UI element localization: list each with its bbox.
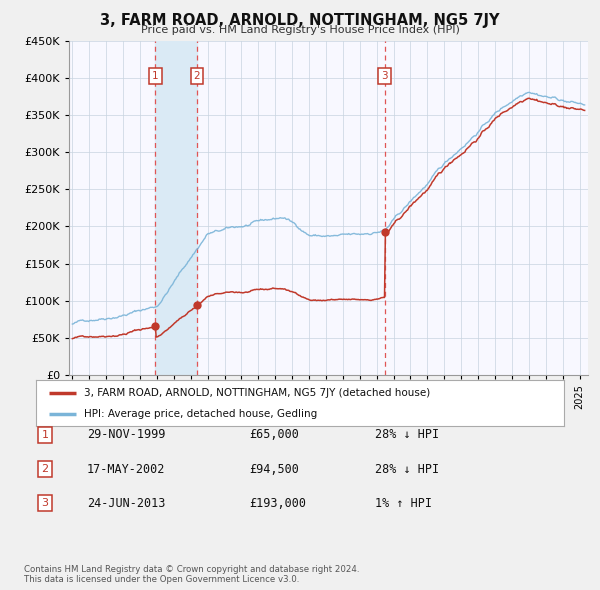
- Text: Contains HM Land Registry data © Crown copyright and database right 2024.: Contains HM Land Registry data © Crown c…: [24, 565, 359, 574]
- Text: Price paid vs. HM Land Registry's House Price Index (HPI): Price paid vs. HM Land Registry's House …: [140, 25, 460, 35]
- Text: £65,000: £65,000: [249, 428, 299, 441]
- Text: 29-NOV-1999: 29-NOV-1999: [87, 428, 166, 441]
- Text: 3, FARM ROAD, ARNOLD, NOTTINGHAM, NG5 7JY (detached house): 3, FARM ROAD, ARNOLD, NOTTINGHAM, NG5 7J…: [83, 388, 430, 398]
- Text: 1: 1: [152, 71, 158, 81]
- Text: 3, FARM ROAD, ARNOLD, NOTTINGHAM, NG5 7JY: 3, FARM ROAD, ARNOLD, NOTTINGHAM, NG5 7J…: [100, 13, 500, 28]
- Text: 17-MAY-2002: 17-MAY-2002: [87, 463, 166, 476]
- Text: 24-JUN-2013: 24-JUN-2013: [87, 497, 166, 510]
- Text: £94,500: £94,500: [249, 463, 299, 476]
- Text: £193,000: £193,000: [249, 497, 306, 510]
- Text: 3: 3: [382, 71, 388, 81]
- Text: 2: 2: [194, 71, 200, 81]
- Text: 1: 1: [41, 430, 49, 440]
- Bar: [155, 41, 197, 375]
- Text: HPI: Average price, detached house, Gedling: HPI: Average price, detached house, Gedl…: [83, 409, 317, 419]
- Text: 2: 2: [41, 464, 49, 474]
- Text: 1% ↑ HPI: 1% ↑ HPI: [375, 497, 432, 510]
- Text: This data is licensed under the Open Government Licence v3.0.: This data is licensed under the Open Gov…: [24, 575, 299, 584]
- Text: 3: 3: [41, 499, 49, 508]
- Text: 28% ↓ HPI: 28% ↓ HPI: [375, 428, 439, 441]
- Text: 28% ↓ HPI: 28% ↓ HPI: [375, 463, 439, 476]
